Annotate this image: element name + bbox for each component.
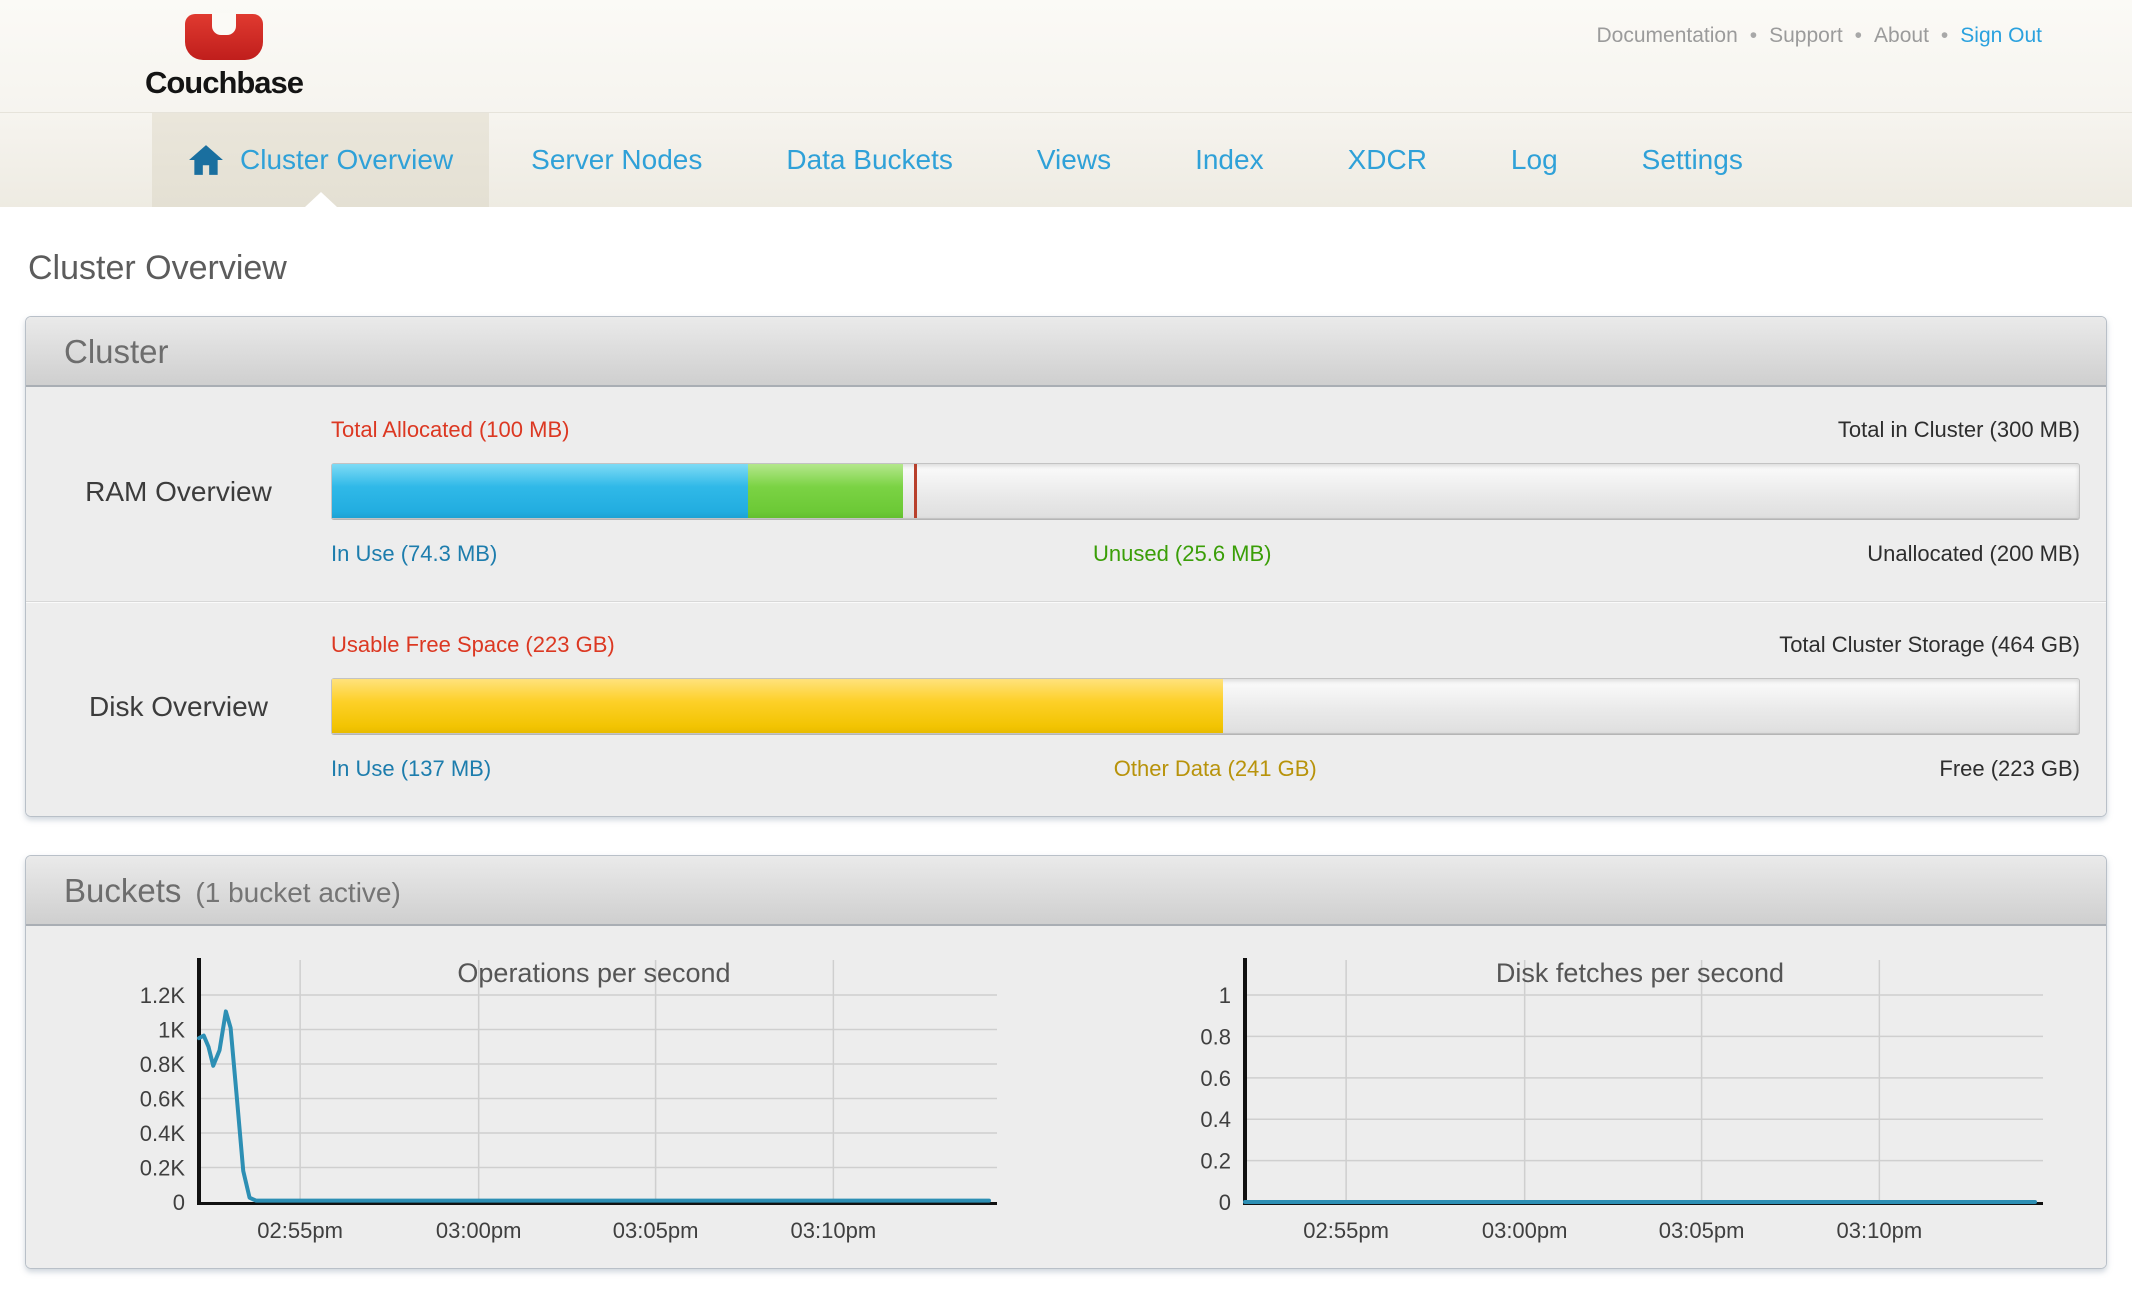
buckets-panel-header: Buckets (1 bucket active) bbox=[26, 856, 2106, 926]
operations-per-second-chart: 0 0.2K 0.4K 0.6K 0.8K 1K 1.2K 02:55pm 03:00pm 03:… bbox=[74, 954, 1044, 1254]
nav-item-cluster-overview[interactable]: Cluster Overview bbox=[152, 113, 490, 207]
header-link-sign-out[interactable]: Sign Out bbox=[1960, 24, 2042, 47]
svg-text:02:55pm: 02:55pm bbox=[257, 1218, 343, 1243]
svg-text:0.4K: 0.4K bbox=[140, 1121, 186, 1146]
svg-text:03:00pm: 03:00pm bbox=[436, 1218, 522, 1243]
disk-fetches-per-second-svg: 0 0.2 0.4 0.6 0.8 1 02:55pm 03:00pm 03:05pm 03:10… bbox=[1200, 958, 2043, 1243]
ram-unused-segment bbox=[747, 464, 904, 518]
ram-total-in-cluster-label: Total in Cluster (300 MB) bbox=[1837, 417, 2080, 442]
disk-usable-free-label: Usable Free Space (223 GB) bbox=[331, 632, 615, 657]
svg-text:03:05pm: 03:05pm bbox=[613, 1218, 699, 1243]
ram-total-allocated-label: Total Allocated (100 MB) bbox=[331, 417, 570, 442]
svg-text:0: 0 bbox=[173, 1190, 185, 1215]
link-separator: • bbox=[1749, 24, 1758, 47]
disk-other-data-label: Other Data (241 GB) bbox=[1113, 756, 1317, 781]
svg-text:0.6K: 0.6K bbox=[140, 1087, 186, 1112]
svg-text:1.2K: 1.2K bbox=[140, 983, 186, 1008]
buckets-panel-subtitle: (1 bucket active) bbox=[195, 877, 401, 908]
nav-item-label: XDCR bbox=[1347, 144, 1427, 175]
disk-overview-row: Disk Overview Usable Free Space (223 GB)… bbox=[26, 602, 2106, 816]
nav-item-index[interactable]: Index bbox=[1153, 113, 1306, 207]
ram-overview-row: RAM Overview Total Allocated (100 MB) To… bbox=[26, 387, 2106, 602]
header-links: Documentation • Support • About • Sign Out bbox=[1597, 24, 2043, 48]
svg-text:0: 0 bbox=[1219, 1190, 1231, 1215]
cluster-panel: Cluster RAM Overview Total Allocated (10… bbox=[25, 316, 2107, 817]
svg-text:0.8: 0.8 bbox=[1200, 1024, 1231, 1049]
disk-free-label: Free (223 GB) bbox=[1939, 756, 2080, 781]
nav-item-label: Views bbox=[1036, 144, 1112, 175]
main-nav: Cluster Overview Server Nodes Data Buckets… bbox=[0, 112, 2132, 207]
svg-text:03:10pm: 03:10pm bbox=[1837, 1218, 1923, 1243]
chart-title: Disk fetches per second bbox=[1496, 958, 1784, 988]
brand-name: Couchbase bbox=[144, 65, 304, 100]
svg-text:1: 1 bbox=[1219, 983, 1231, 1008]
svg-text:0.2K: 0.2K bbox=[140, 1156, 186, 1181]
top-header: Couchbase Documentation • Support • About • Si… bbox=[0, 0, 2132, 112]
ram-unallocated-label: Unallocated (200 MB) bbox=[1867, 541, 2080, 566]
nav-item-label: Server Nodes bbox=[531, 144, 703, 175]
link-separator: • bbox=[1854, 24, 1863, 47]
cluster-panel-header: Cluster bbox=[26, 317, 2106, 387]
home-icon bbox=[189, 145, 223, 175]
nav-item-label: Log bbox=[1510, 144, 1558, 175]
nav-item-settings[interactable]: Settings bbox=[1600, 113, 1785, 207]
operations-per-second-svg: 0 0.2K 0.4K 0.6K 0.8K 1K 1.2K 02:55pm 03:00pm 03:… bbox=[140, 958, 997, 1243]
couchbase-logo: Couchbase bbox=[134, 13, 314, 101]
buckets-panel: Buckets (1 bucket active) 0 0.2K 0.4K 0.6K 0… bbox=[25, 855, 2107, 1269]
nav-item-label: Index bbox=[1195, 144, 1264, 175]
nav-item-views[interactable]: Views bbox=[995, 113, 1153, 207]
ram-allocated-marker bbox=[913, 464, 917, 518]
nav-item-server-nodes[interactable]: Server Nodes bbox=[489, 113, 744, 207]
svg-text:0.8K: 0.8K bbox=[140, 1052, 186, 1077]
header-link-about[interactable]: About bbox=[1874, 24, 1929, 47]
link-separator: • bbox=[1940, 24, 1949, 47]
nav-item-log[interactable]: Log bbox=[1469, 113, 1600, 207]
ram-in-use-label: In Use (74.3 MB) bbox=[331, 541, 498, 566]
header-link-documentation[interactable]: Documentation bbox=[1596, 24, 1738, 47]
disk-used-segment bbox=[332, 679, 1223, 733]
svg-text:1K: 1K bbox=[158, 1018, 185, 1043]
disk-usage-bar bbox=[331, 678, 2080, 734]
nav-item-data-buckets[interactable]: Data Buckets bbox=[744, 113, 995, 207]
buckets-panel-body: 0 0.2K 0.4K 0.6K 0.8K 1K 1.2K 02:55pm 03:00pm 03:… bbox=[26, 926, 2106, 1268]
svg-text:03:10pm: 03:10pm bbox=[791, 1218, 877, 1243]
nav-item-xdcr[interactable]: XDCR bbox=[1306, 113, 1469, 207]
page-title: Cluster Overview bbox=[28, 249, 287, 287]
svg-text:0.6: 0.6 bbox=[1200, 1066, 1231, 1091]
disk-in-use-label: In Use (137 MB) bbox=[331, 756, 492, 781]
svg-text:0.2: 0.2 bbox=[1200, 1149, 1231, 1174]
svg-text:03:05pm: 03:05pm bbox=[1659, 1218, 1745, 1243]
couchbase-logo-icon bbox=[185, 13, 263, 60]
header-link-support[interactable]: Support bbox=[1769, 24, 1843, 47]
cluster-panel-title: Cluster bbox=[64, 333, 169, 370]
buckets-panel-title: Buckets bbox=[64, 872, 182, 909]
ram-unused-label: Unused (25.6 MB) bbox=[1092, 541, 1272, 566]
nav-item-label: Settings bbox=[1641, 144, 1743, 175]
ram-usage-bar bbox=[331, 463, 2080, 519]
disk-fetches-per-second-chart: 0 0.2 0.4 0.6 0.8 1 02:55pm 03:00pm 03:05pm 03:10… bbox=[1120, 954, 2090, 1254]
svg-text:0.4: 0.4 bbox=[1200, 1107, 1231, 1132]
ram-in-use-segment bbox=[332, 464, 748, 518]
svg-text:03:00pm: 03:00pm bbox=[1482, 1218, 1568, 1243]
disk-total-storage-label: Total Cluster Storage (464 GB) bbox=[1779, 632, 2080, 657]
svg-text:02:55pm: 02:55pm bbox=[1303, 1218, 1389, 1243]
disk-overview-label: Disk Overview bbox=[89, 691, 268, 722]
nav-item-label: Cluster Overview bbox=[240, 144, 454, 175]
chart-title: Operations per second bbox=[457, 958, 730, 988]
nav-item-label: Data Buckets bbox=[786, 144, 953, 175]
ram-overview-label: RAM Overview bbox=[85, 476, 272, 507]
cluster-panel-body: RAM Overview Total Allocated (100 MB) To… bbox=[26, 387, 2106, 816]
